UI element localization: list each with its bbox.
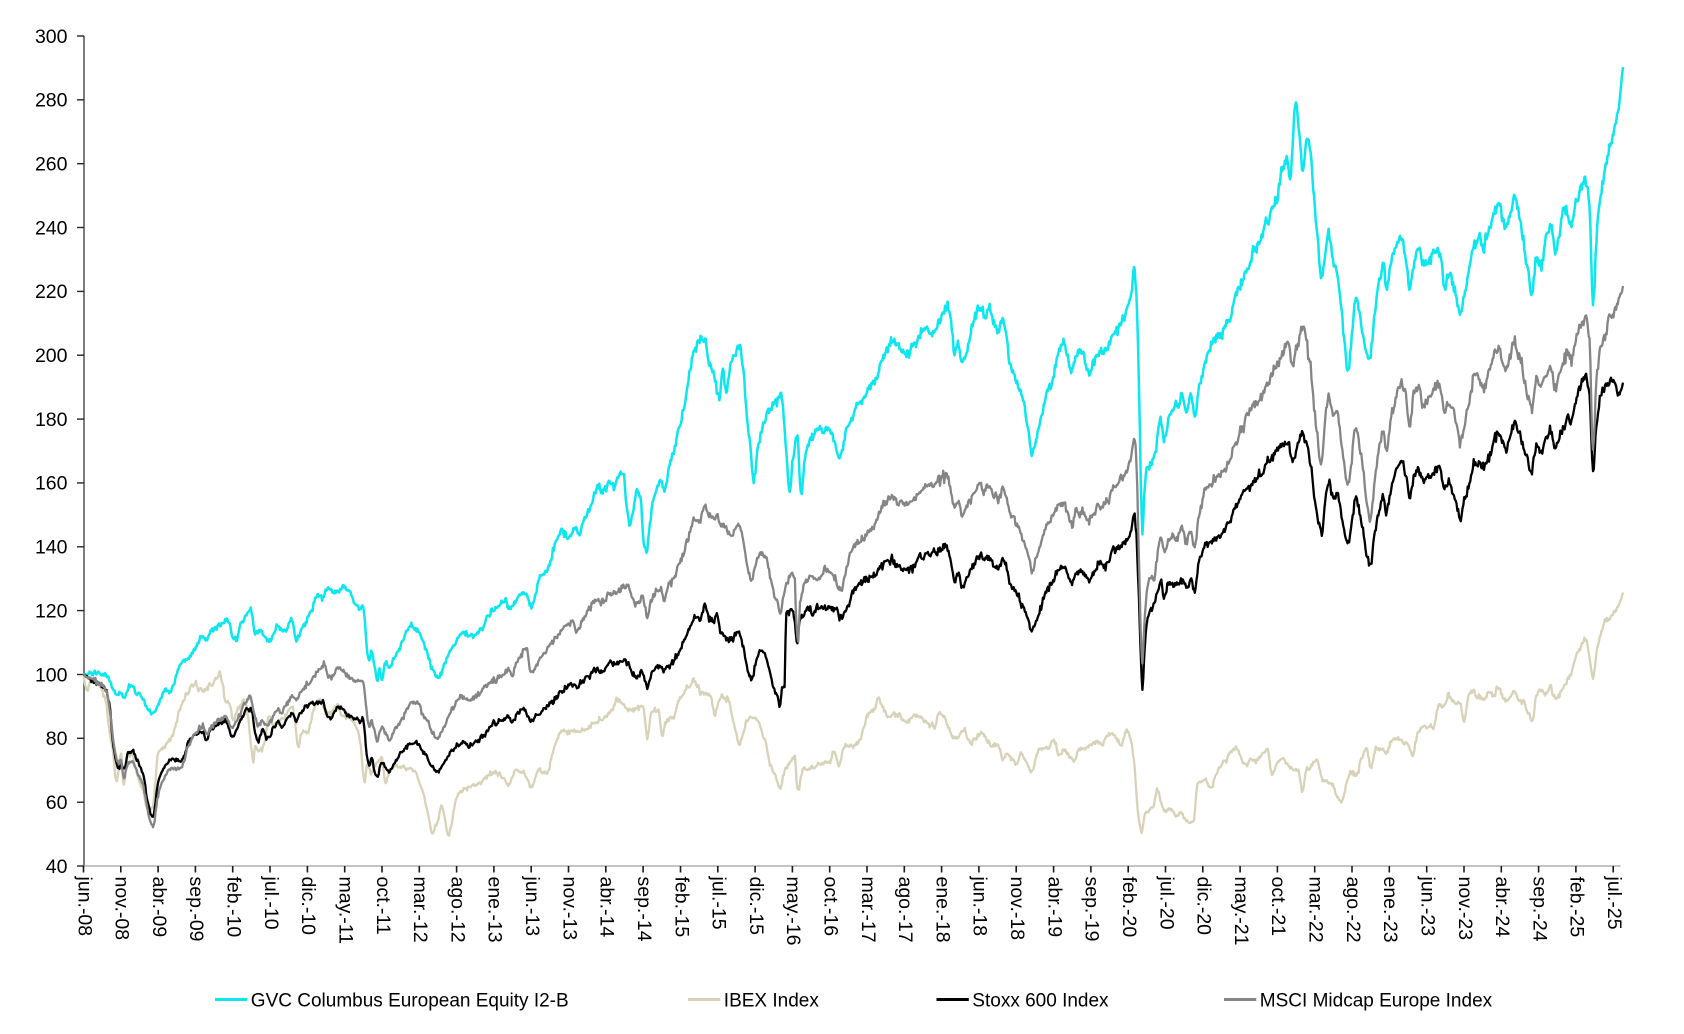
svg-text:abr.-19: abr.-19 — [1043, 877, 1065, 938]
svg-text:ene.-18: ene.-18 — [931, 877, 953, 943]
svg-text:sep.-24: sep.-24 — [1528, 877, 1550, 942]
svg-text:abr.-24: abr.-24 — [1491, 877, 1513, 938]
svg-text:jun.-23: jun.-23 — [1417, 876, 1439, 937]
svg-text:jun.-13: jun.-13 — [521, 876, 543, 937]
svg-text:ago.-12: ago.-12 — [446, 877, 468, 943]
svg-text:jul.-10: jul.-10 — [260, 876, 282, 930]
svg-text:jul.-20: jul.-20 — [1155, 876, 1177, 930]
svg-text:nov.-23: nov.-23 — [1454, 877, 1476, 941]
svg-text:feb.-20: feb.-20 — [1118, 877, 1140, 938]
svg-text:dic.-10: dic.-10 — [297, 877, 319, 936]
svg-text:nov.-13: nov.-13 — [558, 877, 580, 941]
svg-text:GVC Columbus European Equity I: GVC Columbus European Equity I2-B — [251, 990, 569, 1011]
svg-text:may.-11: may.-11 — [335, 877, 357, 945]
svg-text:80: 80 — [46, 728, 68, 750]
svg-text:jul.-25: jul.-25 — [1603, 876, 1625, 930]
svg-text:140: 140 — [35, 537, 68, 559]
svg-text:sep.-19: sep.-19 — [1081, 877, 1103, 942]
svg-text:feb.-10: feb.-10 — [223, 877, 245, 938]
svg-text:oct.-21: oct.-21 — [1267, 877, 1289, 937]
svg-text:MSCI Midcap Europe Index: MSCI Midcap Europe Index — [1260, 990, 1493, 1011]
svg-text:abr.-09: abr.-09 — [148, 877, 170, 938]
svg-text:feb.-25: feb.-25 — [1566, 877, 1588, 938]
svg-text:abr.-14: abr.-14 — [596, 877, 618, 938]
svg-text:nov.-08: nov.-08 — [111, 877, 133, 941]
svg-text:nov.-18: nov.-18 — [1006, 877, 1028, 941]
svg-text:IBEX Index: IBEX Index — [724, 990, 820, 1011]
svg-text:280: 280 — [35, 90, 68, 112]
svg-text:jun.-18: jun.-18 — [969, 876, 991, 937]
svg-text:Stoxx 600 Index: Stoxx 600 Index — [972, 990, 1109, 1011]
svg-text:ene.-23: ene.-23 — [1379, 877, 1401, 943]
svg-text:oct.-11: oct.-11 — [372, 877, 394, 935]
svg-text:jun.-08: jun.-08 — [73, 876, 95, 937]
svg-text:ene.-13: ene.-13 — [484, 877, 506, 943]
svg-text:feb.-15: feb.-15 — [670, 877, 692, 938]
svg-text:300: 300 — [35, 26, 68, 48]
svg-text:mar.-17: mar.-17 — [857, 877, 879, 943]
svg-text:sep.-09: sep.-09 — [185, 877, 207, 942]
svg-text:sep.-14: sep.-14 — [633, 877, 655, 942]
svg-text:220: 220 — [35, 281, 68, 303]
svg-text:mar.-22: mar.-22 — [1305, 877, 1327, 943]
svg-text:jul.-15: jul.-15 — [708, 876, 730, 930]
svg-text:40: 40 — [46, 856, 68, 878]
svg-text:oct.-16: oct.-16 — [820, 877, 842, 937]
svg-text:260: 260 — [35, 154, 68, 176]
svg-text:dic.-15: dic.-15 — [745, 877, 767, 936]
svg-text:240: 240 — [35, 217, 68, 239]
svg-text:60: 60 — [46, 792, 68, 814]
svg-text:120: 120 — [35, 600, 68, 622]
svg-text:ago.-17: ago.-17 — [894, 877, 916, 943]
svg-text:ago.-22: ago.-22 — [1342, 877, 1364, 943]
svg-text:mar.-12: mar.-12 — [409, 877, 431, 943]
svg-text:160: 160 — [35, 473, 68, 495]
svg-text:may.-21: may.-21 — [1230, 877, 1252, 946]
svg-text:100: 100 — [35, 664, 68, 686]
svg-text:may.-16: may.-16 — [782, 877, 804, 946]
svg-text:180: 180 — [35, 409, 68, 431]
svg-text:200: 200 — [35, 345, 68, 367]
svg-text:dic.-20: dic.-20 — [1193, 877, 1215, 936]
